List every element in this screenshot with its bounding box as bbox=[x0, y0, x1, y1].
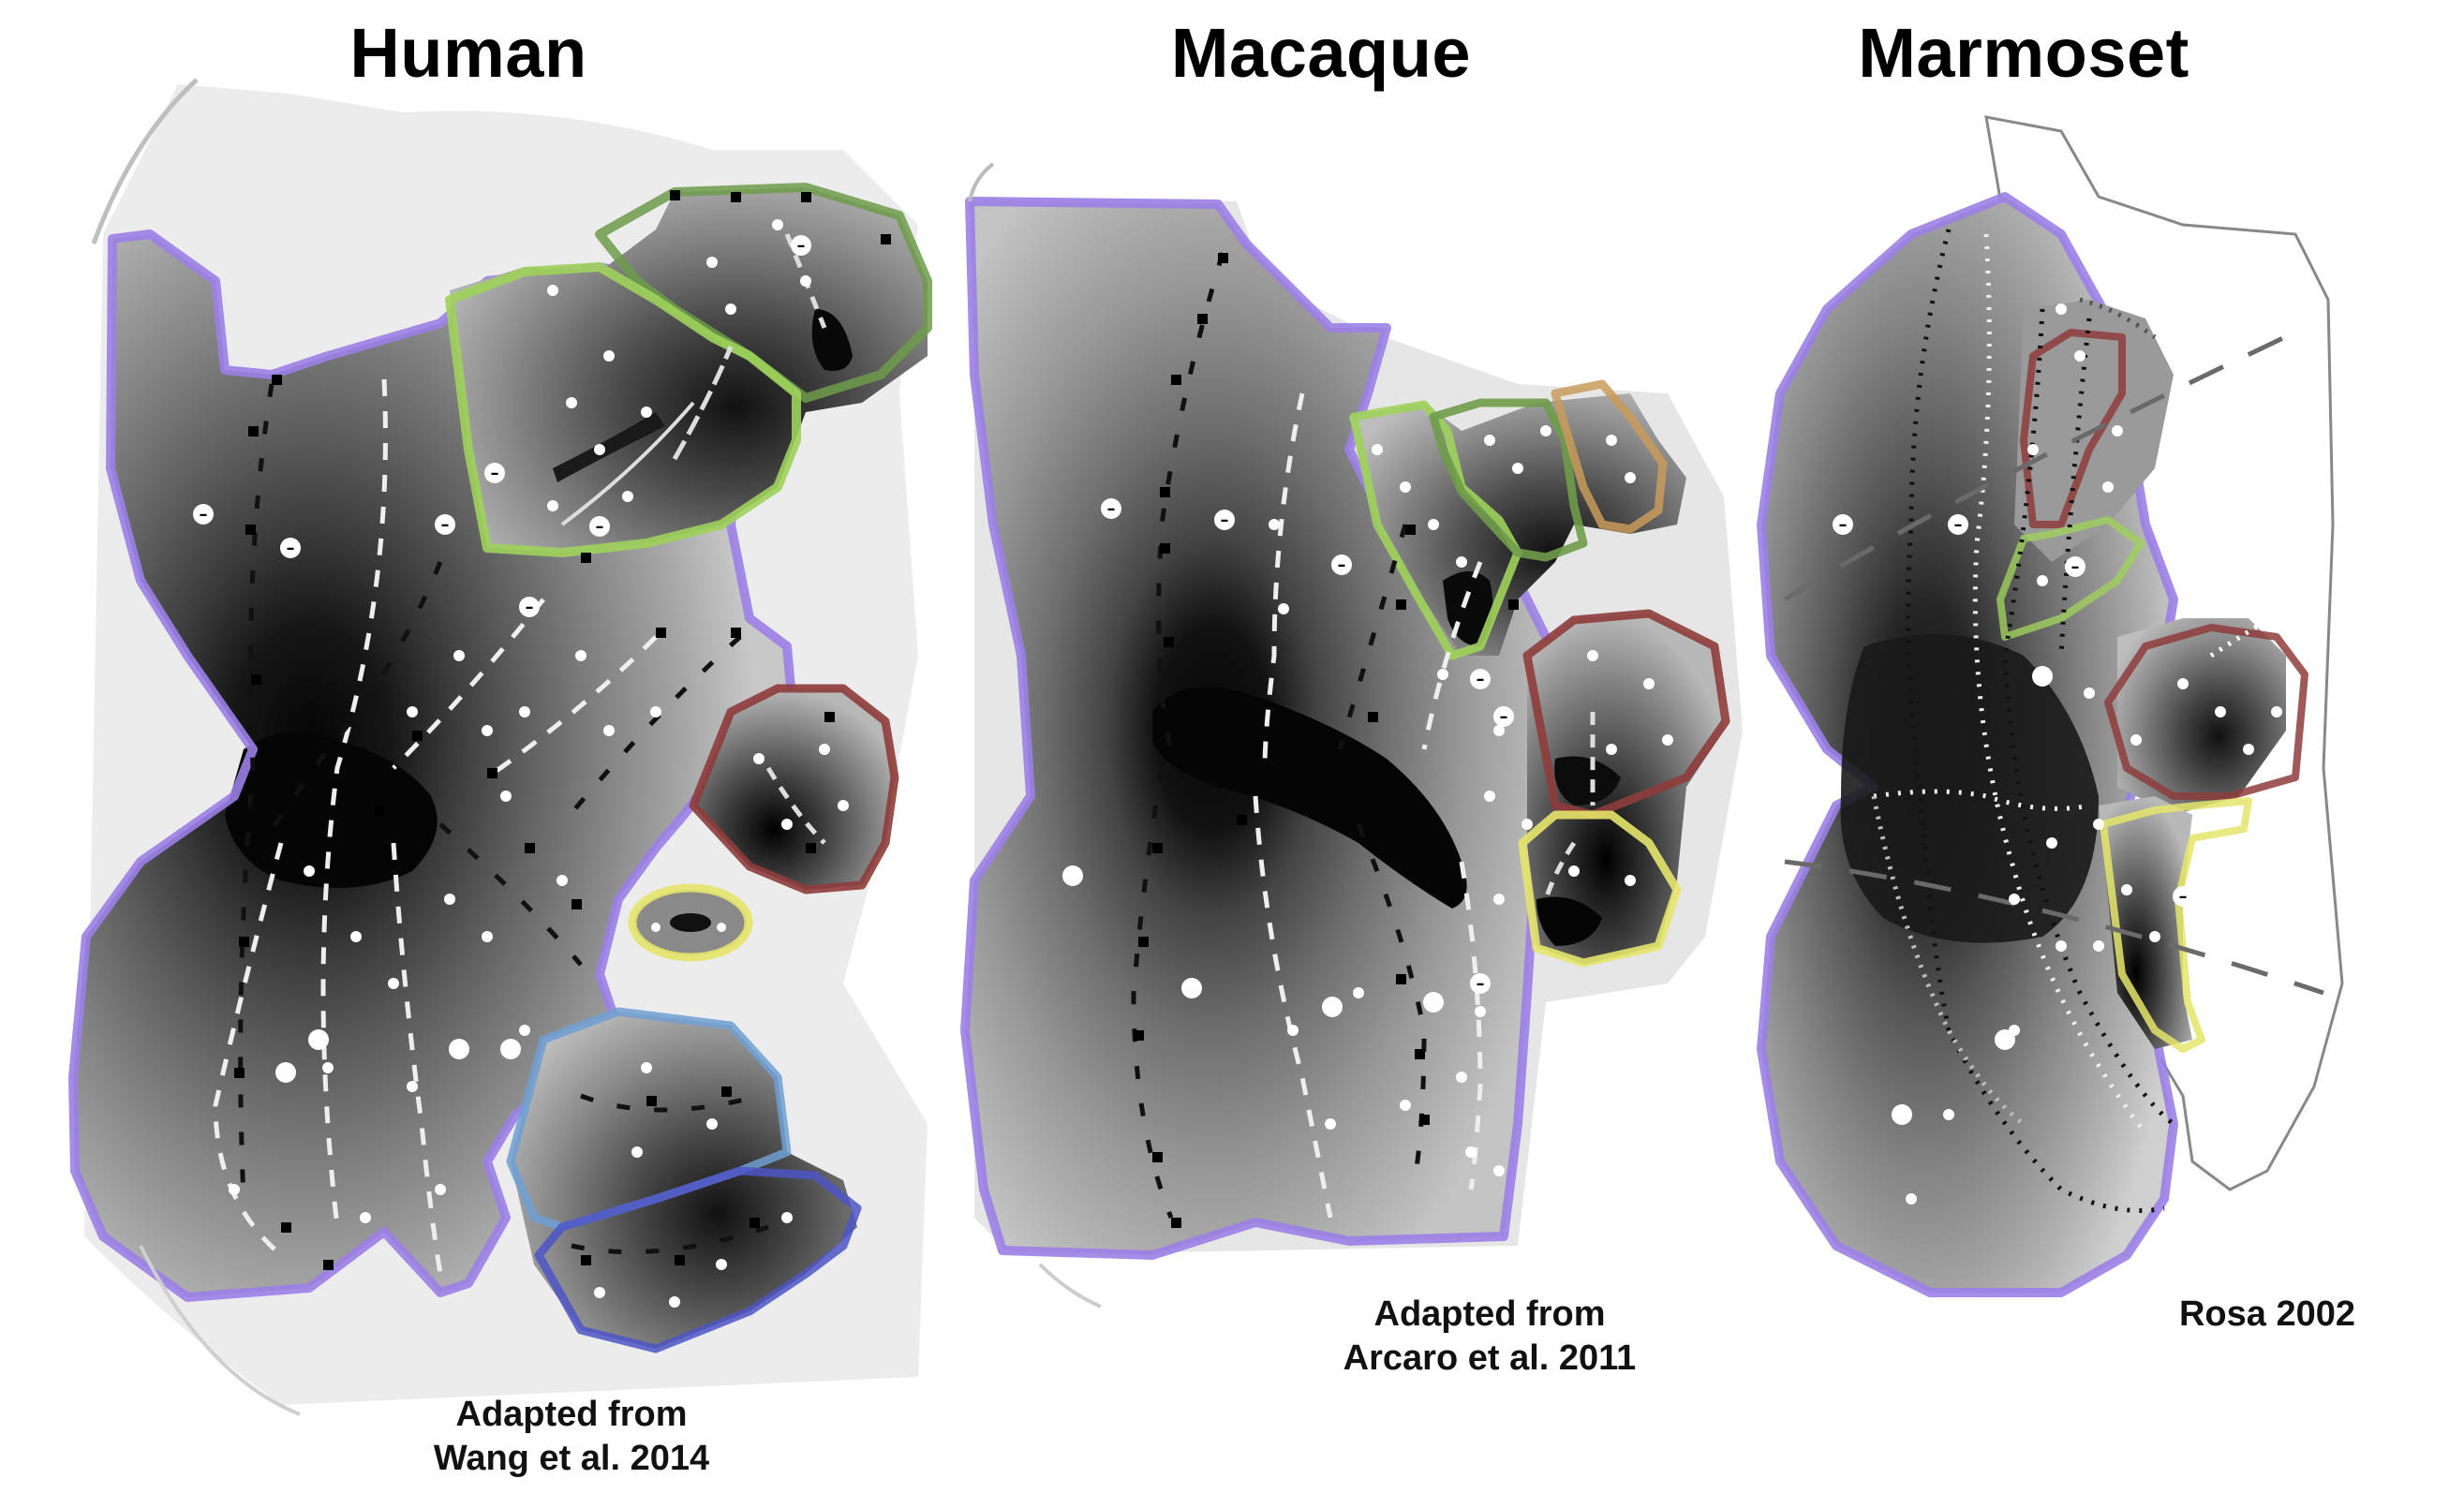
marmoset-minus-markers: – – – – bbox=[1833, 514, 2193, 1125]
svg-text:–: – bbox=[596, 517, 604, 537]
svg-text:–: – bbox=[2179, 887, 2188, 907]
macaque-red-roi bbox=[1522, 609, 1730, 820]
svg-text:–: – bbox=[1477, 670, 1485, 689]
macaque-right-dark1 bbox=[1554, 756, 1621, 806]
human-yellow-roi-core bbox=[670, 913, 711, 932]
macaque-flatmap: –––––– bbox=[960, 162, 1743, 1308]
human-red-roi-fill bbox=[693, 688, 895, 890]
svg-text:–: – bbox=[797, 236, 806, 256]
caption-human-line1: Adapted from bbox=[455, 1395, 688, 1434]
svg-text:–: – bbox=[200, 505, 208, 525]
human-lime-roi-1 bbox=[445, 262, 801, 557]
human-upper-streak2 bbox=[553, 412, 665, 482]
macaque-right-dark2 bbox=[1536, 896, 1602, 946]
panel-title-macaque: Macaque bbox=[1170, 14, 1472, 92]
macaque-edge-arc-bottom bbox=[1038, 1263, 1102, 1308]
marmoset-lower-sat bbox=[2099, 796, 2192, 1049]
marmoset-lime-roi-upper bbox=[1996, 516, 2145, 641]
human-lower-region bbox=[511, 1012, 857, 1349]
svg-text:–: – bbox=[526, 598, 534, 617]
caption-marmoset: Rosa 2002 bbox=[2136, 1293, 2398, 1337]
human-meridians bbox=[213, 233, 827, 1275]
macaque-meridians bbox=[1131, 252, 1596, 1219]
human-darkblue-roi bbox=[534, 1166, 862, 1353]
macaque-lime-roi bbox=[1349, 400, 1522, 660]
marmoset-white-dots bbox=[1906, 303, 2282, 1205]
macaque-edge-arc bbox=[968, 162, 995, 202]
macaque-green-roi bbox=[1429, 398, 1588, 562]
svg-text:–: – bbox=[1221, 510, 1229, 530]
marmoset-flatmap: – – – – bbox=[1757, 115, 2344, 1297]
macaque-right-region bbox=[1527, 614, 1724, 965]
macaque-minus-markers: –––––– bbox=[1062, 498, 1514, 1017]
caption-human: Adapted from Wang et al. 2014 bbox=[365, 1393, 778, 1481]
marmoset-v1-outline bbox=[1757, 192, 2178, 1297]
panel-title-human: Human bbox=[349, 14, 587, 92]
human-lightblue-roi bbox=[506, 1007, 792, 1232]
macaque-upper-region bbox=[1349, 393, 1686, 656]
svg-text:–: – bbox=[287, 539, 295, 558]
human-edge-arc-bottom bbox=[139, 1245, 301, 1416]
svg-text:–: – bbox=[1477, 974, 1485, 994]
macaque-v1-outline bbox=[960, 197, 1560, 1260]
macaque-fovea bbox=[1152, 687, 1467, 909]
svg-text:–: – bbox=[1107, 499, 1116, 519]
human-plus-minus-markers: – – – – – – – bbox=[193, 235, 811, 1083]
macaque-orange-roi bbox=[1551, 379, 1668, 534]
caption-marmoset-line2: Rosa 2002 bbox=[2178, 1294, 2355, 1334]
svg-text:–: – bbox=[441, 515, 450, 535]
svg-text:–: – bbox=[491, 464, 499, 483]
marmoset-right-sat bbox=[2117, 618, 2286, 815]
caption-macaque-line1: Adapted from bbox=[1373, 1294, 1606, 1334]
svg-text:–: – bbox=[1954, 515, 1963, 535]
human-yellow-roi bbox=[628, 883, 753, 962]
human-flatmap: – – – – – – – bbox=[68, 78, 932, 1416]
caption-human-line2: Wang et al. 2014 bbox=[433, 1439, 710, 1478]
caption-macaque-line2: Arcaro et al. 2011 bbox=[1343, 1338, 1637, 1378]
marmoset-red-roi-right bbox=[2104, 624, 2308, 800]
svg-text:–: – bbox=[1839, 515, 1848, 535]
panel-title-marmoset: Marmoset bbox=[1858, 14, 2189, 92]
human-black-squares bbox=[234, 190, 891, 1270]
marmoset-red-roi-upper bbox=[2020, 329, 2126, 528]
human-white-dots bbox=[229, 219, 849, 1308]
human-edge-arc bbox=[91, 78, 199, 244]
macaque-yellow-roi bbox=[1518, 810, 1682, 968]
svg-text:–: – bbox=[1338, 555, 1346, 575]
marmoset-dashed-lines bbox=[1783, 325, 2324, 996]
svg-text:–: – bbox=[1500, 707, 1508, 727]
human-red-roi bbox=[689, 684, 899, 894]
macaque-black-squares bbox=[1134, 253, 1519, 1228]
svg-text:–: – bbox=[2071, 557, 2080, 577]
macaque-white-dots bbox=[1269, 425, 1673, 1176]
caption-macaque: Adapted from Arcaro et al. 2011 bbox=[1274, 1293, 1705, 1381]
marmoset-dotted-contours bbox=[1871, 229, 2288, 1213]
